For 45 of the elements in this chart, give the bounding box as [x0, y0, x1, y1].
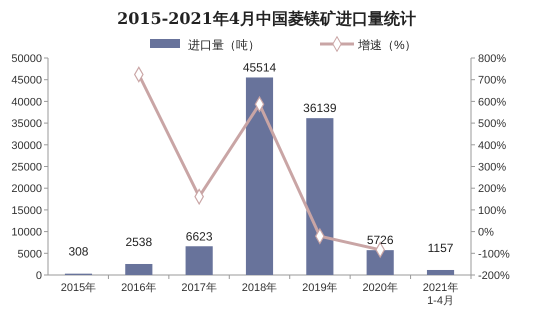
x-tick-label: 2020年: [362, 282, 398, 294]
x-tick-label: 2021年 1-4月: [422, 282, 458, 307]
y-tick-label: 15000: [11, 204, 42, 217]
data-label: 36139: [303, 101, 337, 116]
bar: [366, 250, 394, 275]
y2-tick-label: 300%: [478, 162, 506, 174]
bar: [246, 77, 274, 275]
y-tick-label: 35000: [11, 118, 42, 130]
data-label: 1157: [428, 240, 454, 255]
y-tick-label: 10000: [11, 226, 42, 239]
x-tick-label: 2018年: [242, 282, 278, 294]
y2-tick-label: 0%: [478, 226, 494, 239]
x-tick-label: 2016年: [121, 282, 157, 294]
chart-title: 2015-2021年4月中国菱镁矿进口量统计: [117, 9, 416, 28]
y2-tick-label: 100%: [478, 204, 506, 217]
y2-tick-label: 200%: [478, 183, 506, 196]
legend-label: 增速（%）: [357, 38, 417, 52]
x-tick-label: 2017年: [181, 282, 217, 294]
x-tick-label: 2015年: [60, 282, 96, 294]
legend-label: 进口量（吨）: [188, 38, 260, 52]
y2-tick-label: 600%: [478, 96, 506, 108]
bar: [125, 264, 152, 275]
y2-tick-label: 500%: [478, 118, 506, 130]
data-label: 308: [68, 244, 89, 259]
y2-tick-label: -100%: [478, 248, 510, 260]
bar: [186, 246, 213, 275]
x-tick-label: 2019年: [302, 282, 338, 294]
y-tick-label: 40000: [11, 96, 42, 108]
y-tick-label: 50000: [11, 53, 42, 65]
y2-tick-label: 400%: [478, 140, 506, 152]
data-label: 2538: [125, 234, 152, 249]
y-tick-label: 5000: [18, 248, 42, 260]
y-tick-label: 45000: [11, 74, 42, 87]
y-tick-label: 30000: [11, 140, 42, 152]
y2-tick-label: 700%: [478, 74, 506, 87]
data-label: 5726: [366, 233, 394, 248]
bar: [306, 118, 334, 275]
y2-tick-label: -200%: [478, 270, 510, 282]
y-tick-label: 20000: [11, 183, 42, 196]
bar: [426, 270, 454, 275]
y-tick-label: 25000: [11, 162, 42, 174]
data-label: 6623: [186, 229, 213, 244]
y-tick-label: 0: [36, 270, 42, 282]
y2-tick-label: 800%: [478, 53, 506, 65]
data-label: 45514: [242, 60, 277, 74]
